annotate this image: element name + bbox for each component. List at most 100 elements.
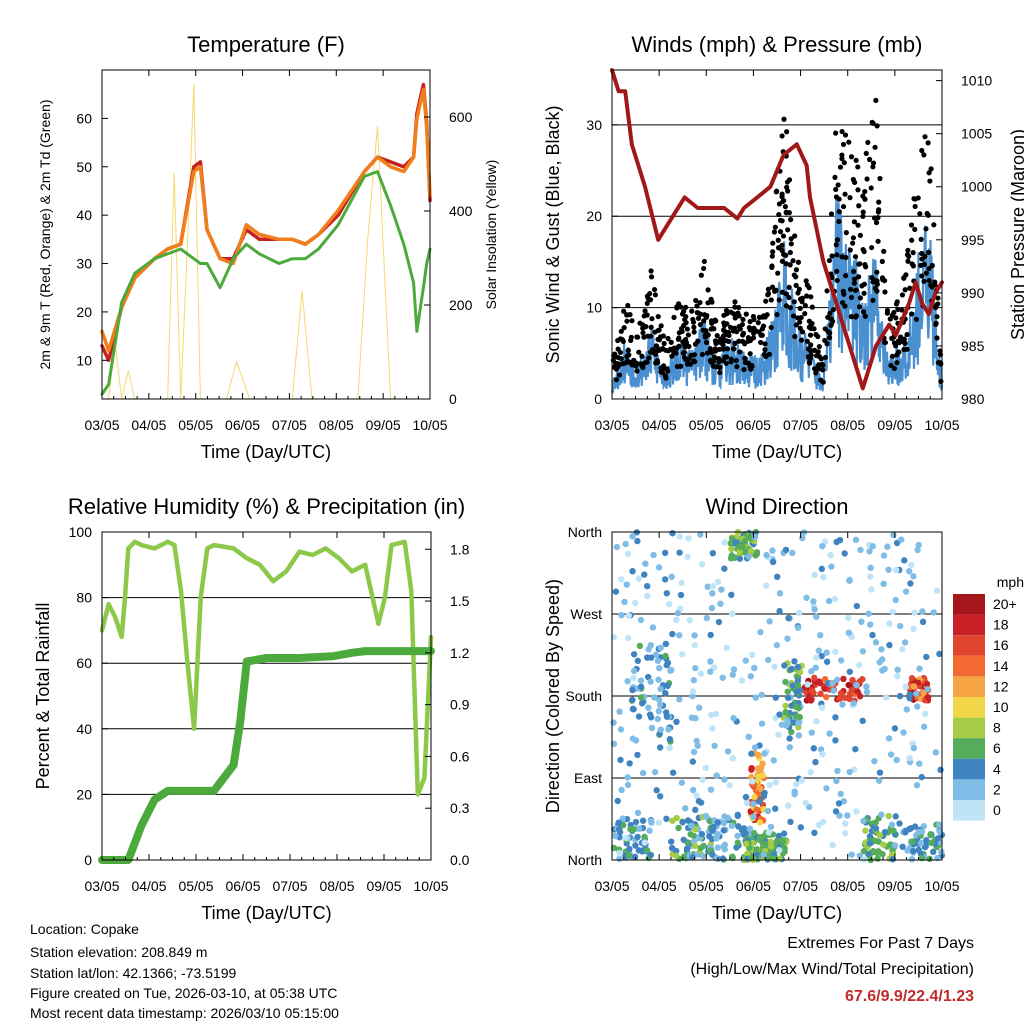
direction-point [839, 701, 846, 708]
gust-point [776, 297, 782, 303]
gust-point [624, 318, 630, 324]
gust-point [817, 377, 824, 383]
direction-point [647, 641, 654, 649]
direction-point [852, 536, 860, 544]
direction-point [902, 828, 909, 836]
direction-point [669, 769, 677, 776]
direction-point [719, 674, 726, 681]
series-relative-humidity [99, 539, 434, 797]
direction-point [655, 696, 663, 703]
x-tick-label: 06/05 [736, 878, 771, 894]
colorbar-swatch [953, 738, 985, 759]
direction-point [918, 773, 925, 781]
direction-point [684, 553, 691, 560]
direction-point [795, 687, 802, 694]
gust-point [797, 305, 803, 312]
gust-point [901, 275, 907, 281]
x-tick-label: 09/05 [877, 878, 912, 894]
gust-point [745, 334, 752, 341]
direction-point [856, 693, 864, 700]
gust-point [887, 316, 893, 322]
x-tick-label: 08/05 [319, 878, 354, 894]
y2-tick-label: 995 [961, 232, 985, 248]
direction-point [680, 853, 688, 860]
direction-point [811, 674, 818, 682]
x-axis-label: Time (Day/UTC) [712, 903, 842, 923]
gust-point [656, 327, 662, 333]
gust-point [697, 321, 703, 328]
direction-point [709, 851, 716, 858]
direction-point [937, 766, 944, 774]
gust-point [864, 176, 870, 182]
gust-point [628, 337, 634, 344]
direction-point [914, 679, 922, 686]
x-tick-label: 05/05 [178, 417, 213, 433]
gust-point [807, 332, 814, 338]
colorbar-label: 16 [993, 637, 1009, 653]
gust-point [921, 278, 927, 284]
gust-point [894, 352, 900, 358]
direction-point [892, 813, 899, 820]
direction-point [936, 828, 943, 835]
gust-point [671, 345, 677, 351]
gust-point [808, 294, 814, 300]
direction-point [867, 564, 874, 571]
direction-point [747, 547, 755, 555]
direction-point [885, 735, 893, 742]
direction-point [654, 657, 662, 665]
direction-point [730, 714, 737, 722]
direction-point [855, 661, 863, 669]
direction-point [789, 549, 796, 557]
gust-point [681, 308, 687, 314]
gust-point [760, 323, 767, 329]
direction-point [697, 799, 705, 806]
direction-point [832, 714, 839, 721]
gust-point [629, 318, 635, 324]
gust-point [783, 252, 789, 258]
gust-point [833, 186, 839, 193]
direction-point [714, 578, 722, 586]
direction-point [691, 632, 698, 639]
direction-point [798, 777, 806, 784]
y2-tick-label: 600 [449, 109, 473, 125]
gust-point [743, 311, 749, 317]
direction-point [930, 848, 937, 856]
y2-tick-label: 1005 [961, 126, 992, 142]
direction-point [729, 755, 736, 762]
direction-point [625, 612, 632, 619]
gust-point [848, 294, 855, 301]
direction-point [626, 760, 633, 767]
gust-point [643, 324, 649, 330]
gust-point [889, 353, 896, 359]
gust-point [816, 364, 822, 370]
direction-point [816, 631, 824, 639]
direction-point [742, 793, 750, 801]
gust-point [815, 349, 821, 355]
gust-point [833, 242, 839, 248]
direction-point [901, 557, 908, 564]
direction-point [866, 833, 874, 840]
direction-point [662, 689, 669, 697]
gust-point [781, 116, 787, 122]
gust-point [704, 350, 711, 356]
gust-point [665, 335, 671, 342]
gust-point [747, 327, 753, 333]
gust-point [734, 364, 740, 370]
y-tick-label: 50 [76, 159, 92, 175]
direction-point [804, 681, 811, 688]
direction-point [822, 693, 830, 701]
y-tick-label: 0 [594, 391, 602, 407]
direction-point [896, 820, 903, 827]
direction-point [872, 819, 879, 826]
direction-point [860, 847, 868, 855]
gust-point [793, 267, 800, 273]
direction-point [911, 609, 918, 616]
direction-point [850, 700, 857, 707]
direction-point [890, 531, 897, 539]
direction-point [795, 732, 803, 739]
gust-point [926, 277, 932, 284]
direction-point [928, 839, 935, 847]
gust-point [840, 299, 846, 306]
gust-point [652, 292, 659, 298]
y2-tick-label: 1.8 [450, 541, 470, 557]
